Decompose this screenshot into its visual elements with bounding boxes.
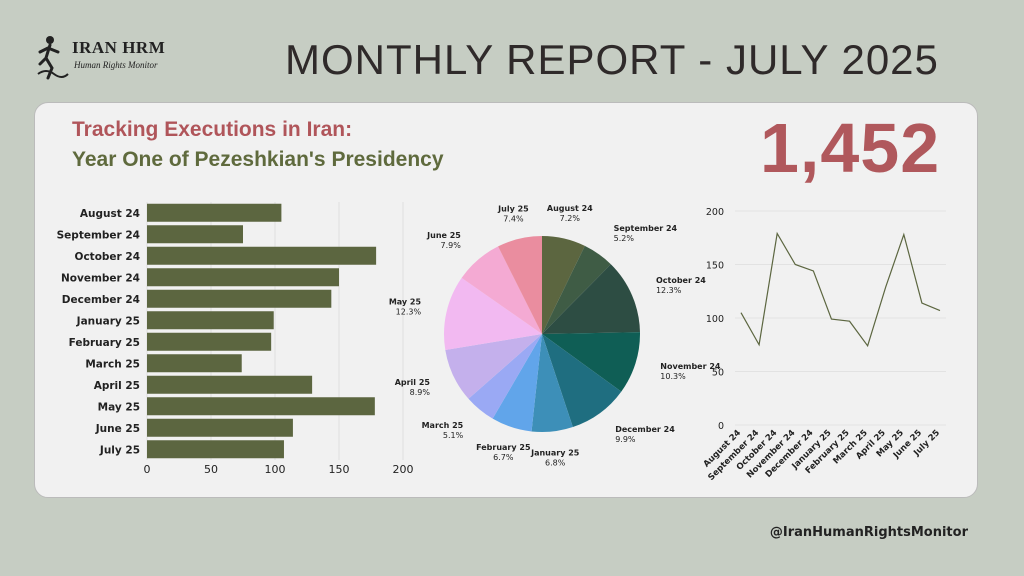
bar-category-label: December 24 (62, 294, 140, 306)
pie-slice (444, 277, 542, 350)
line-y-tick-label: 150 (706, 261, 724, 272)
bar (147, 225, 243, 244)
pie-slice-percent: 12.3% (656, 286, 682, 295)
bar-category-label: March 25 (85, 358, 140, 370)
bar (147, 246, 377, 265)
subtitle-line-2: Year One of Pezeshkian's Presidency (72, 148, 444, 171)
bar-x-tick-label: 150 (329, 463, 350, 476)
pie-slice-percent: 7.4% (503, 214, 524, 223)
pie-slice-label: June 25 (426, 231, 461, 240)
bar-x-tick-label: 200 (393, 463, 414, 476)
pie-slice (492, 334, 542, 432)
pie-slice-label: January 25 (530, 448, 580, 457)
pie-slice-label: December 24 (615, 425, 675, 434)
pie-slice-label: August 24 (547, 204, 593, 213)
bar-category-label: April 25 (94, 380, 140, 392)
bar-category-label: September 24 (57, 229, 140, 241)
bar-category-label: November 24 (61, 272, 140, 284)
pie-slice-percent: 5.2% (614, 234, 635, 243)
bar-category-label: June 25 (95, 423, 140, 435)
pie-slice (542, 245, 611, 334)
bar (147, 332, 272, 351)
pie-slice-percent: 7.2% (560, 214, 581, 223)
bar-category-label: February 25 (69, 337, 140, 349)
pie-slice-percent: 10.3% (660, 372, 686, 381)
pie-slice-label: October 24 (656, 276, 706, 285)
report-title: MONTHLY REPORT - JULY 2025 (285, 36, 939, 83)
line-y-tick-label: 50 (712, 368, 724, 379)
bar (147, 440, 284, 459)
total-executions: 1,452 (760, 109, 941, 187)
pie-slice-label: July 25 (497, 204, 529, 213)
line-y-tick-label: 0 (718, 421, 724, 432)
pie-slice-label: September 24 (614, 224, 678, 233)
bar-category-label: October 24 (75, 251, 140, 263)
pie-chart: August 247.2%September 245.2%October 241… (389, 204, 721, 467)
pie-slice-label: November 24 (660, 362, 721, 371)
pie-slice (461, 246, 542, 334)
bar (147, 203, 282, 222)
pie-slice (542, 332, 641, 392)
pie-slice (468, 334, 542, 419)
bar (147, 418, 293, 437)
bar-category-label: July 25 (99, 444, 140, 456)
bar-x-tick-label: 0 (144, 463, 151, 476)
pie-slice-percent: 8.9% (410, 388, 431, 397)
bar (147, 289, 332, 308)
subtitle-line-1: Tracking Executions in Iran: (72, 118, 353, 141)
line-series (740, 231, 941, 348)
pie-slice (542, 264, 640, 334)
line-y-tick-label: 100 (706, 314, 724, 325)
pie-slice-label: March 25 (422, 421, 464, 430)
bar (147, 397, 375, 416)
pie-slice-label: February 25 (476, 443, 531, 452)
pie-slice (445, 334, 542, 399)
social-handle[interactable]: @IranHumanRightsMonitor (769, 525, 968, 540)
pie-slice (498, 236, 542, 334)
bar-x-tick-label: 100 (265, 463, 286, 476)
pie-slice (542, 334, 622, 428)
pie-slice-percent: 7.9% (441, 241, 462, 250)
line-y-tick-label: 200 (706, 207, 724, 218)
bar-category-label: May 25 (98, 401, 140, 413)
bar-category-label: August 24 (80, 208, 140, 220)
logo-name: IRAN HRM (72, 38, 166, 57)
logo: IRAN HRM Human Rights Monitor (36, 34, 176, 84)
pie-slice-percent: 9.9% (615, 435, 636, 444)
logo-subtitle: Human Rights Monitor (74, 60, 158, 70)
logo-figure-icon (37, 36, 69, 80)
pie-slice (531, 334, 573, 432)
pie-slice-percent: 6.7% (493, 453, 514, 462)
bar-chart: 0 50 100 150 200 August 24 September 24 October… (57, 202, 414, 476)
pie-slice-percent: 6.8% (545, 458, 566, 467)
bar (147, 354, 242, 373)
bar-category-label: January 25 (76, 315, 140, 327)
pie-slice-label: May 25 (389, 298, 422, 307)
pie-slice-label: April 25 (395, 378, 431, 387)
pie-slice (542, 236, 585, 334)
bar (147, 311, 274, 330)
bar (147, 375, 313, 394)
pie-slice-percent: 5.1% (443, 431, 464, 440)
bar (147, 268, 339, 287)
pie-slice-percent: 12.3% (396, 308, 422, 317)
bar-x-tick-label: 50 (204, 463, 218, 476)
